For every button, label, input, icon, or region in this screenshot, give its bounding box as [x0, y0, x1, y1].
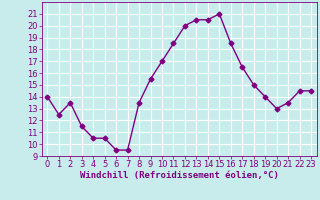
- X-axis label: Windchill (Refroidissement éolien,°C): Windchill (Refroidissement éolien,°C): [80, 171, 279, 180]
